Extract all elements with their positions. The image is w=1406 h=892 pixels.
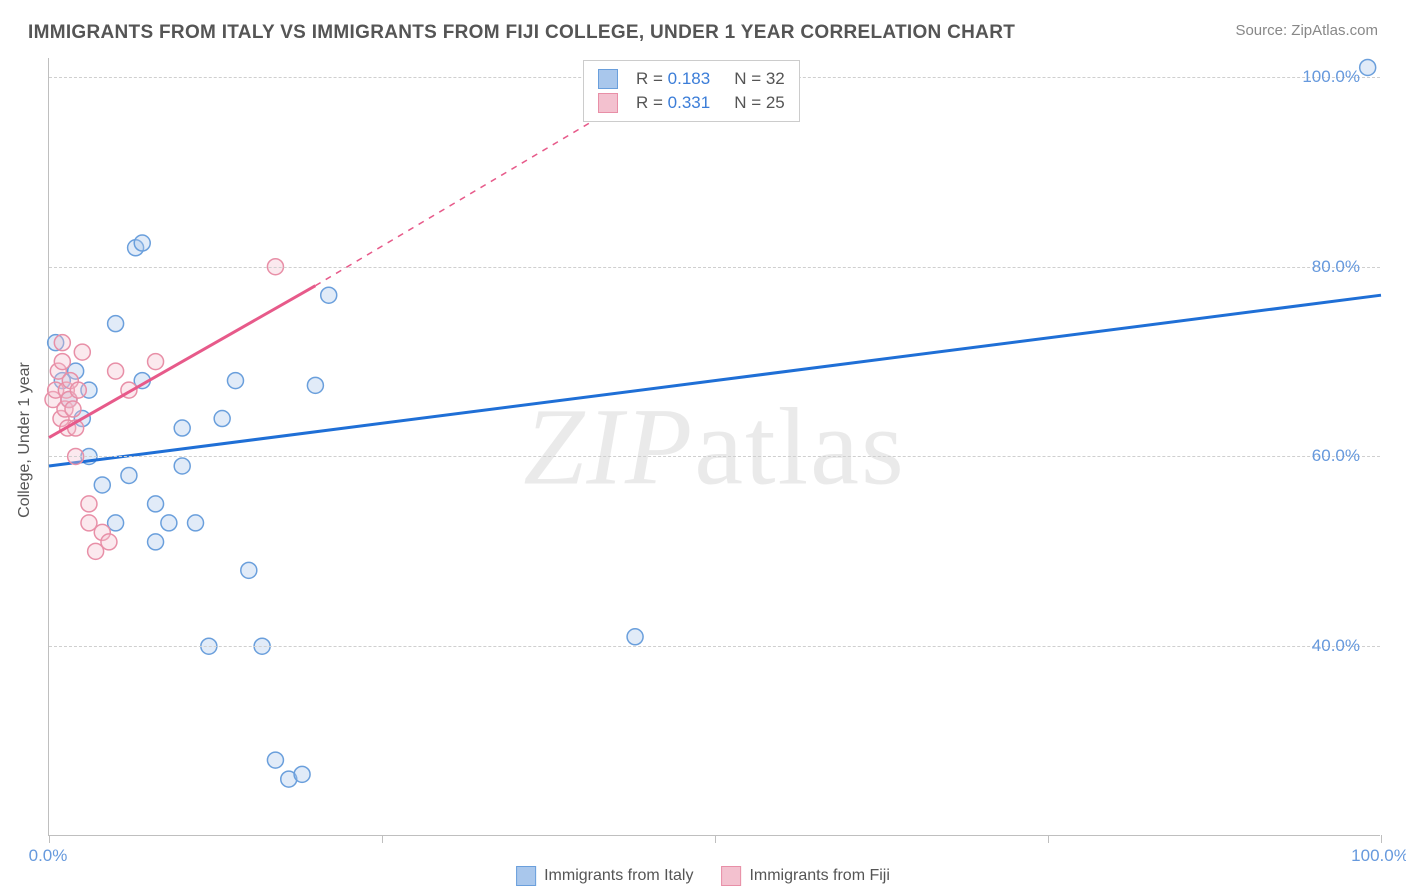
- x-tick: [1048, 835, 1049, 843]
- grid-line: [49, 267, 1380, 268]
- scatter-point: [94, 477, 110, 493]
- y-axis-title: College, Under 1 year: [16, 362, 34, 518]
- y-tick-label: 40.0%: [1312, 636, 1360, 656]
- correlation-legend: R = 0.183 N = 32 R = 0.331 N = 25: [583, 60, 800, 122]
- scatter-point: [65, 401, 81, 417]
- y-tick-label: 60.0%: [1312, 446, 1360, 466]
- legend-label: Immigrants from Italy: [544, 867, 693, 884]
- scatter-point: [227, 373, 243, 389]
- scatter-point: [188, 515, 204, 531]
- legend-item: Immigrants from Italy: [516, 866, 693, 886]
- bottom-legend: Immigrants from Italy Immigrants from Fij…: [516, 866, 890, 886]
- legend-r-label: R = 0.331: [636, 93, 710, 113]
- scatter-point: [174, 420, 190, 436]
- scatter-point: [121, 467, 137, 483]
- scatter-point: [101, 534, 117, 550]
- scatter-point: [307, 377, 323, 393]
- trend-line: [49, 286, 315, 438]
- chart-container: ZIPatlas 40.0%60.0%80.0%100.0%R = 0.183N…: [48, 58, 1380, 836]
- scatter-point: [81, 496, 97, 512]
- x-tick: [715, 835, 716, 843]
- scatter-point: [214, 411, 230, 427]
- source-label: Source: ZipAtlas.com: [1235, 22, 1378, 39]
- trend-line-dashed: [315, 96, 635, 286]
- scatter-point: [174, 458, 190, 474]
- scatter-point: [54, 335, 70, 351]
- scatter-point: [148, 534, 164, 550]
- scatter-point: [74, 344, 90, 360]
- legend-swatch: [721, 866, 741, 886]
- scatter-point: [294, 766, 310, 782]
- legend-n-label: N = 32: [734, 69, 785, 89]
- scatter-point: [321, 287, 337, 303]
- scatter-chart: [49, 58, 1381, 836]
- grid-line: [49, 456, 1380, 457]
- legend-r-label: R = 0.183: [636, 69, 710, 89]
- scatter-point: [134, 235, 150, 251]
- scatter-point: [108, 363, 124, 379]
- scatter-point: [70, 382, 86, 398]
- scatter-point: [267, 752, 283, 768]
- scatter-point: [108, 316, 124, 332]
- y-tick-label: 100.0%: [1302, 67, 1360, 87]
- x-tick: [1381, 835, 1382, 843]
- scatter-point: [1360, 59, 1376, 75]
- scatter-point: [241, 562, 257, 578]
- x-tick: [49, 835, 50, 843]
- legend-n-label: N = 25: [734, 93, 785, 113]
- correlation-legend-row: R = 0.331 N = 25: [598, 91, 785, 115]
- scatter-point: [54, 354, 70, 370]
- trend-line: [49, 295, 1381, 466]
- y-tick-label: 80.0%: [1312, 257, 1360, 277]
- legend-swatch: [598, 69, 618, 89]
- legend-item: Immigrants from Fiji: [721, 866, 889, 886]
- chart-title: IMMIGRANTS FROM ITALY VS IMMIGRANTS FROM…: [28, 22, 1015, 44]
- scatter-point: [161, 515, 177, 531]
- scatter-point: [627, 629, 643, 645]
- legend-label: Immigrants from Fiji: [749, 867, 889, 884]
- header: IMMIGRANTS FROM ITALY VS IMMIGRANTS FROM…: [0, 0, 1406, 52]
- plot-area: ZIPatlas 40.0%60.0%80.0%100.0%R = 0.183N…: [48, 58, 1380, 836]
- x-tick-label: 0.0%: [29, 846, 68, 866]
- legend-swatch: [516, 866, 536, 886]
- scatter-point: [148, 496, 164, 512]
- legend-swatch: [598, 93, 618, 113]
- x-tick: [382, 835, 383, 843]
- scatter-point: [148, 354, 164, 370]
- correlation-legend-row: R = 0.183 N = 32: [598, 67, 785, 91]
- grid-line: [49, 646, 1380, 647]
- x-tick-label: 100.0%: [1351, 846, 1406, 866]
